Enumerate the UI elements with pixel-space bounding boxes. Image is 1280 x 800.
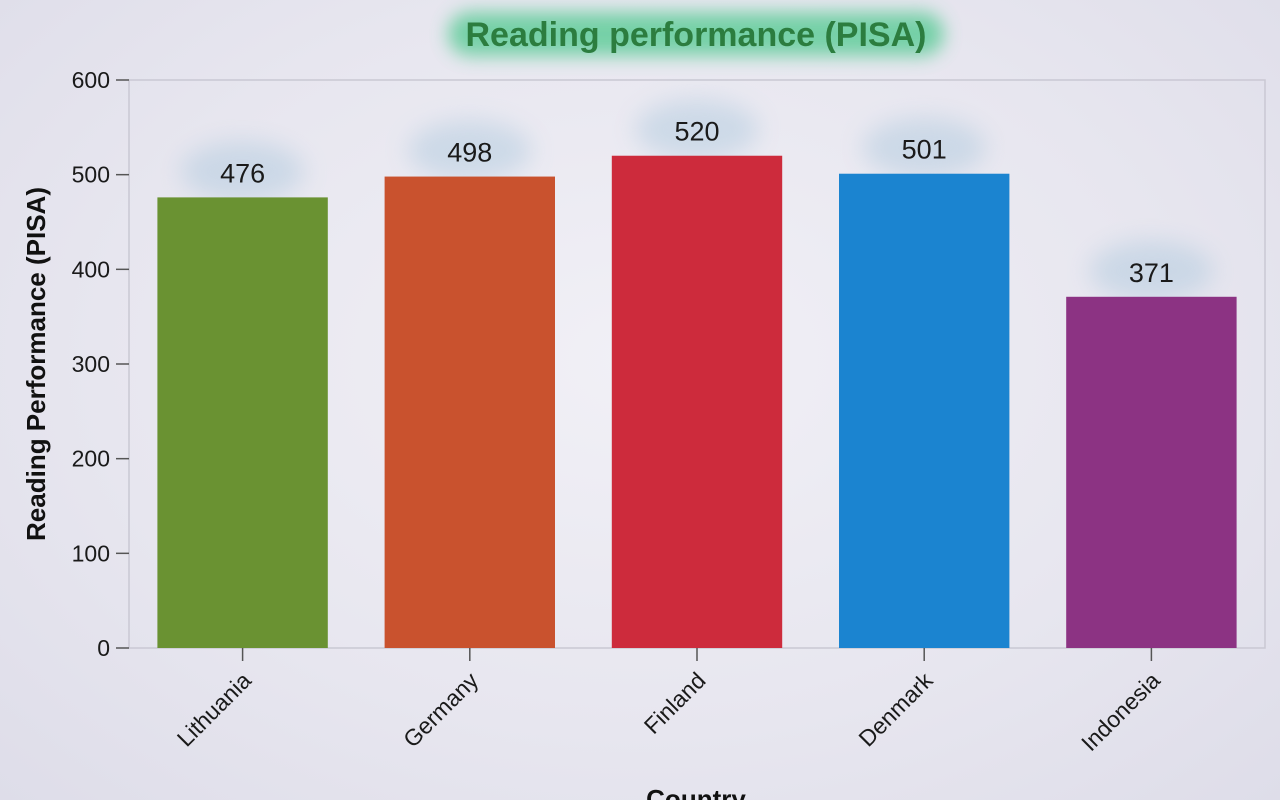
y-axis: 0 100 200 300 400 500 600 [72, 67, 129, 661]
x-axis: Lithuania Germany Finland Denmark Indonesia [172, 648, 1165, 756]
value-label-halo [635, 99, 759, 160]
bar-finland[interactable] [611, 155, 783, 648]
x-axis-title: Country [646, 784, 746, 800]
y-tick-label: 600 [72, 67, 110, 93]
x-tick-label: Indonesia [1076, 667, 1165, 756]
bar-lithuania[interactable] [157, 197, 328, 649]
value-label-halo [862, 117, 987, 178]
y-tick-label: 200 [72, 446, 110, 472]
y-tick-label: 100 [72, 540, 110, 566]
y-tick-label: 500 [72, 162, 110, 188]
y-tick-label: 0 [97, 635, 110, 661]
bar-denmark[interactable] [839, 173, 1010, 648]
bar-indonesia[interactable] [1066, 296, 1237, 648]
x-tick-label: Germany [398, 667, 484, 753]
x-tick-label: Lithuania [172, 667, 257, 752]
value-label: 501 [902, 135, 947, 165]
value-label-halo [407, 120, 532, 181]
value-label: 520 [674, 117, 719, 147]
value-label-halo [180, 141, 305, 202]
value-label: 476 [220, 158, 265, 188]
x-tick-label: Denmark [853, 667, 938, 752]
y-tick-label: 300 [72, 351, 110, 377]
value-label-halo [1089, 240, 1214, 301]
bar-germany[interactable] [384, 176, 555, 648]
value-label: 498 [447, 138, 492, 168]
value-label: 371 [1129, 258, 1174, 288]
y-axis-title: Reading Performance (PISA) [21, 187, 51, 541]
bars: 476 498 520 501 371 [157, 99, 1237, 649]
x-tick-label: Finland [639, 667, 711, 739]
title-highlight [448, 12, 944, 56]
y-tick-label: 400 [72, 256, 110, 282]
chart-title: Reading performance (PISA) [466, 16, 927, 54]
